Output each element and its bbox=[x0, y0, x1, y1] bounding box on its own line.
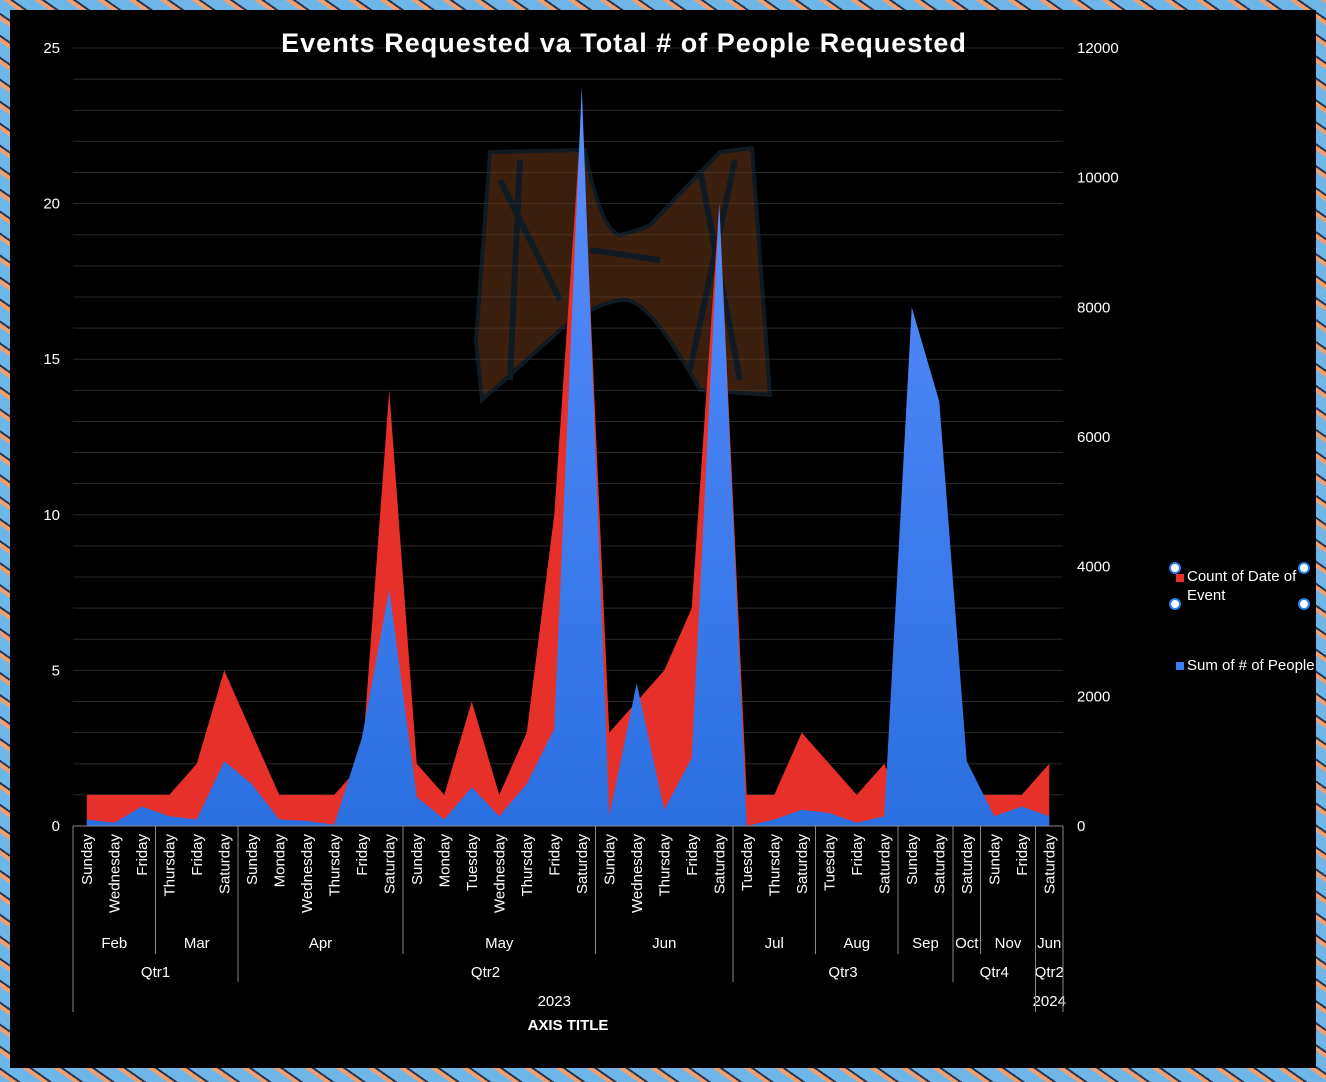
x-axis-title: AXIS TITLE bbox=[528, 1017, 609, 1034]
legend-label-people: Sum of # of People bbox=[1187, 657, 1315, 674]
y-left-tick-label: 0 bbox=[52, 818, 60, 835]
x-category-label: Saturday bbox=[216, 834, 233, 895]
quarter-label: Qtr2 bbox=[1035, 964, 1064, 981]
quarter-label: Qtr1 bbox=[141, 964, 170, 981]
y-right-tick-label: 4000 bbox=[1077, 559, 1110, 576]
x-category-label: Sunday bbox=[986, 834, 1003, 885]
y-left-tick-label: 10 bbox=[43, 507, 60, 524]
y-right-tick-label: 6000 bbox=[1077, 429, 1110, 446]
legend: Count of Date of Event Sum of # of Peopl… bbox=[1169, 562, 1315, 674]
x-category-label: Thursday bbox=[519, 834, 536, 897]
month-label: Oct bbox=[955, 935, 979, 952]
x-category-label: Friday bbox=[849, 834, 866, 876]
x-category-label: Friday bbox=[1014, 834, 1031, 876]
legend-handle[interactable] bbox=[1298, 598, 1310, 610]
x-category-label: Monday bbox=[271, 834, 288, 888]
month-label: Sep bbox=[912, 935, 939, 952]
x-category-label: Saturday bbox=[876, 834, 893, 895]
x-category-label: Wednesday bbox=[629, 834, 646, 913]
quarter-label: Qtr2 bbox=[471, 964, 500, 981]
month-label: Nov bbox=[995, 935, 1022, 952]
x-category-label: Saturday bbox=[959, 834, 976, 895]
legend-label-count: Count of Date of Event bbox=[1187, 568, 1300, 604]
x-category-label: Friday bbox=[354, 834, 371, 876]
legend-handle[interactable] bbox=[1169, 598, 1181, 610]
y-right-tick-label: 8000 bbox=[1077, 299, 1110, 316]
x-category-label: Saturday bbox=[794, 834, 811, 895]
x-category-label: Wednesday bbox=[106, 834, 123, 913]
year-label: 2023 bbox=[538, 993, 571, 1010]
x-category-label: Sunday bbox=[409, 834, 426, 885]
x-category-label: Thursday bbox=[161, 834, 178, 897]
series-layer bbox=[86, 86, 1050, 827]
quarter-label: Qtr3 bbox=[828, 964, 857, 981]
legend-handle[interactable] bbox=[1298, 562, 1310, 574]
month-label: Apr bbox=[309, 935, 332, 952]
y-right-tick-label: 0 bbox=[1077, 818, 1085, 835]
axes: 0 5 10 15 20 25 0 2000 4000 6000 8000 10000 12000 Sun… bbox=[43, 40, 1119, 1012]
x-category-label: Friday bbox=[134, 834, 151, 876]
quarter-label: Qtr4 bbox=[980, 964, 1009, 981]
month-label: Aug bbox=[843, 935, 870, 952]
x-category-label: Sunday bbox=[79, 834, 96, 885]
legend-swatch-people bbox=[1176, 662, 1184, 670]
x-category-label: Sunday bbox=[601, 834, 618, 885]
legend-swatch-count bbox=[1176, 574, 1184, 582]
y-left-tick-label: 20 bbox=[43, 196, 60, 213]
series-area-people bbox=[86, 86, 1050, 826]
chart-frame: 0 5 10 15 20 25 0 2000 4000 6000 8000 10000 12000 Sun… bbox=[10, 10, 1316, 1068]
x-category-label: Tuesday bbox=[821, 834, 838, 891]
month-label: Jun bbox=[1037, 935, 1061, 952]
y-right-tick-label: 2000 bbox=[1077, 688, 1110, 705]
x-category-label: Friday bbox=[189, 834, 206, 876]
chart-title: Events Requested va Total # of People Re… bbox=[281, 28, 967, 58]
month-label: Jun bbox=[652, 935, 676, 952]
x-category-label: Saturday bbox=[1041, 834, 1058, 895]
x-category-label: Tuesday bbox=[464, 834, 481, 891]
x-category-label: Saturday bbox=[574, 834, 591, 895]
x-category-label: Wednesday bbox=[299, 834, 316, 913]
x-category-label: Friday bbox=[546, 834, 563, 876]
year-label: 2024 bbox=[1033, 993, 1066, 1010]
x-category-label: Friday bbox=[684, 834, 701, 876]
month-label: May bbox=[485, 935, 514, 952]
x-category-label: Thursday bbox=[766, 834, 783, 897]
y-left-tick-label: 5 bbox=[52, 662, 60, 679]
x-category-label: Thursday bbox=[326, 834, 343, 897]
y-left-tick-label: 15 bbox=[43, 351, 60, 368]
x-category-label: Saturday bbox=[931, 834, 948, 895]
y-right-tick-label: 12000 bbox=[1077, 40, 1119, 57]
month-label: Feb bbox=[101, 935, 127, 952]
y-right-tick-label: 10000 bbox=[1077, 170, 1119, 187]
x-category-label: Sunday bbox=[904, 834, 921, 885]
month-label: Mar bbox=[184, 935, 210, 952]
month-label: Jul bbox=[765, 935, 784, 952]
x-category-label: Thursday bbox=[656, 834, 673, 897]
x-category-label: Saturday bbox=[711, 834, 728, 895]
x-category-label: Tuesday bbox=[739, 834, 756, 891]
legend-handle[interactable] bbox=[1169, 562, 1181, 574]
x-category-label: Monday bbox=[436, 834, 453, 888]
y-left-tick-label: 25 bbox=[43, 40, 60, 57]
chart-svg: 0 5 10 15 20 25 0 2000 4000 6000 8000 10000 12000 Sun… bbox=[43, 28, 1315, 1034]
x-category-label: Saturday bbox=[381, 834, 398, 895]
x-category-label: Wednesday bbox=[491, 834, 508, 913]
x-category-label: Sunday bbox=[244, 834, 261, 885]
